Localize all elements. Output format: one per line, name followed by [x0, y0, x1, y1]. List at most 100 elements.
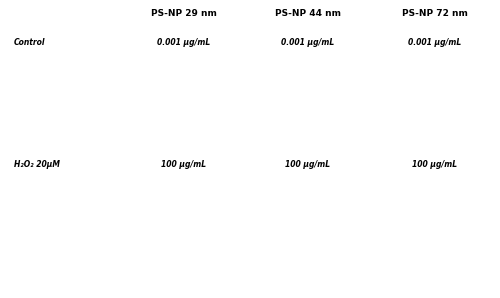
Circle shape [420, 75, 480, 119]
Circle shape [422, 173, 486, 221]
Circle shape [426, 115, 432, 120]
Circle shape [418, 68, 426, 74]
Circle shape [198, 91, 248, 129]
Circle shape [140, 190, 190, 229]
Circle shape [0, 200, 34, 234]
Circle shape [439, 238, 451, 246]
Circle shape [367, 68, 440, 121]
Circle shape [253, 162, 327, 219]
Circle shape [215, 253, 224, 260]
Circle shape [67, 106, 130, 156]
Circle shape [298, 97, 372, 153]
Circle shape [50, 92, 115, 143]
Circle shape [119, 211, 176, 254]
Circle shape [162, 218, 218, 262]
Circle shape [436, 52, 500, 102]
Circle shape [316, 72, 329, 82]
Circle shape [0, 219, 68, 276]
Circle shape [16, 207, 71, 251]
Circle shape [46, 57, 100, 99]
Circle shape [306, 177, 358, 218]
Circle shape [147, 238, 191, 272]
Circle shape [76, 113, 88, 122]
Circle shape [6, 227, 58, 268]
Circle shape [469, 252, 482, 262]
Circle shape [70, 174, 118, 213]
Circle shape [44, 235, 90, 271]
Circle shape [91, 191, 97, 196]
Circle shape [446, 77, 500, 130]
Circle shape [8, 214, 15, 220]
Circle shape [286, 231, 334, 268]
Circle shape [286, 188, 294, 193]
Circle shape [0, 198, 36, 236]
Text: PS-NP 29 nm: PS-NP 29 nm [150, 10, 216, 18]
Circle shape [206, 78, 214, 83]
Circle shape [171, 122, 177, 127]
Circle shape [290, 233, 332, 266]
Circle shape [96, 129, 102, 134]
Circle shape [243, 82, 296, 123]
Circle shape [204, 214, 211, 219]
Circle shape [41, 108, 92, 148]
Circle shape [12, 205, 74, 253]
Circle shape [466, 74, 474, 80]
Circle shape [414, 219, 476, 265]
Circle shape [49, 59, 96, 96]
Circle shape [392, 91, 465, 144]
Circle shape [62, 125, 72, 132]
Circle shape [451, 195, 457, 200]
Circle shape [25, 87, 85, 133]
Circle shape [146, 61, 192, 97]
Circle shape [442, 74, 500, 133]
Circle shape [42, 54, 104, 102]
Text: 0.001 μg/mL: 0.001 μg/mL [282, 38, 335, 47]
Circle shape [195, 89, 252, 132]
Circle shape [8, 104, 14, 109]
Circle shape [168, 223, 212, 257]
Circle shape [428, 178, 480, 217]
Circle shape [164, 168, 214, 207]
Circle shape [416, 66, 430, 77]
Circle shape [457, 223, 464, 228]
Circle shape [410, 183, 415, 187]
Circle shape [122, 213, 172, 252]
Circle shape [190, 234, 249, 280]
Circle shape [390, 169, 434, 201]
Circle shape [285, 115, 295, 123]
Circle shape [284, 48, 360, 106]
Circle shape [428, 46, 500, 108]
Circle shape [142, 63, 148, 67]
Text: 15 μm: 15 μm [330, 250, 347, 255]
Circle shape [284, 186, 296, 195]
Circle shape [157, 162, 222, 212]
Circle shape [424, 78, 476, 116]
Text: 100 μg/mL: 100 μg/mL [286, 160, 331, 169]
Circle shape [180, 195, 236, 239]
Circle shape [142, 58, 196, 99]
Circle shape [476, 99, 489, 108]
Circle shape [440, 55, 500, 99]
Circle shape [28, 245, 35, 250]
Circle shape [342, 36, 426, 97]
Circle shape [2, 224, 61, 271]
Circle shape [394, 51, 450, 92]
Circle shape [173, 52, 248, 109]
Text: 15 μm: 15 μm [82, 127, 100, 132]
Circle shape [35, 104, 98, 153]
Text: 0.001 μg/mL: 0.001 μg/mL [408, 38, 462, 47]
Circle shape [193, 236, 246, 277]
Circle shape [398, 198, 452, 239]
Circle shape [267, 101, 313, 137]
Circle shape [26, 243, 37, 252]
Circle shape [196, 117, 238, 149]
Circle shape [306, 246, 315, 253]
Circle shape [67, 73, 78, 83]
Circle shape [397, 90, 410, 99]
Text: Control: Control [14, 38, 46, 47]
Circle shape [391, 194, 459, 244]
Circle shape [386, 45, 458, 98]
Circle shape [280, 44, 364, 109]
Circle shape [162, 207, 168, 212]
Circle shape [240, 80, 300, 126]
